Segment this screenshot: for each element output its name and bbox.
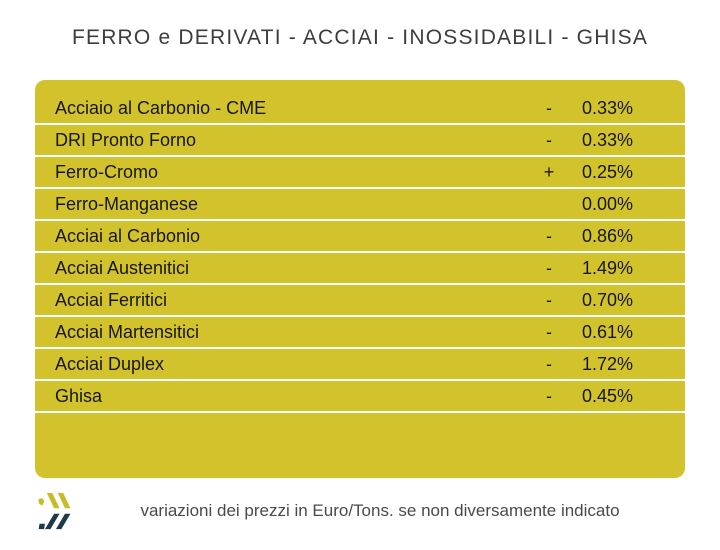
commodity-label: DRI Pronto Forno (55, 129, 197, 150)
direction-sign: - (546, 321, 552, 342)
page-title: FERRO e DERIVATI - ACCIAI - INOSSIDABILI… (71, 26, 649, 49)
commodity-label: Acciai Martensitici (55, 321, 200, 342)
table-row: Acciai al Carbonio - 0.86% (35, 221, 685, 253)
footer-note: variazioni dei prezzi in Euro/Tons. se n… (140, 501, 620, 520)
table-row: Ferro-Manganese 0.00% (35, 189, 685, 221)
direction-sign: - (546, 225, 552, 246)
commodity-label: Acciai al Carbonio (55, 225, 201, 246)
variation-value: 0.45% (581, 385, 633, 406)
table-row: Acciai Duplex - 1.72% (35, 349, 685, 381)
variation-value: 0.25% (581, 161, 633, 182)
commodity-label: Ferro-Cromo (55, 161, 159, 182)
variation-value: 0.33% (581, 97, 633, 118)
direction-sign: - (546, 97, 552, 118)
direction-sign: - (546, 257, 552, 278)
variation-value: 0.33% (581, 129, 633, 150)
table-row: Acciai Austenitici - 1.49% (35, 253, 685, 285)
slashes-brand-logo-icon (38, 492, 71, 530)
direction-sign: - (546, 385, 552, 406)
table-row: Acciaio al Carbonio - CME - 0.33% (35, 93, 685, 125)
direction-sign: - (546, 289, 552, 310)
commodity-label: Acciai Austenitici (55, 257, 190, 278)
direction-sign: - (546, 353, 552, 374)
direction-sign: - (546, 129, 552, 150)
commodity-label: Acciai Ferritici (55, 289, 168, 310)
table-row: Ghisa - 0.45% (35, 381, 685, 413)
variation-value: 0.86% (581, 225, 633, 246)
direction-sign: + (543, 161, 555, 182)
price-variation-table: Acciaio al Carbonio - CME - 0.33% DRI Pr… (35, 80, 685, 478)
variation-value: 0.00% (581, 193, 633, 214)
variation-value: 1.49% (581, 257, 633, 278)
commodity-label: Ghisa (55, 385, 103, 406)
variation-value: 1.72% (581, 353, 633, 374)
commodity-label: Acciaio al Carbonio - CME (55, 97, 267, 118)
footer: variazioni dei prezzi in Euro/Tons. se n… (35, 488, 685, 534)
variation-value: 0.61% (581, 321, 633, 342)
commodity-label: Acciai Duplex (55, 353, 165, 374)
variation-value: 0.70% (581, 289, 633, 310)
table-row: DRI Pronto Forno - 0.33% (35, 125, 685, 157)
commodity-label: Ferro-Manganese (55, 193, 199, 214)
table-row: Acciai Ferritici - 0.70% (35, 285, 685, 317)
table-row: Ferro-Cromo + 0.25% (35, 157, 685, 189)
table-row: Acciai Martensitici - 0.61% (35, 317, 685, 349)
